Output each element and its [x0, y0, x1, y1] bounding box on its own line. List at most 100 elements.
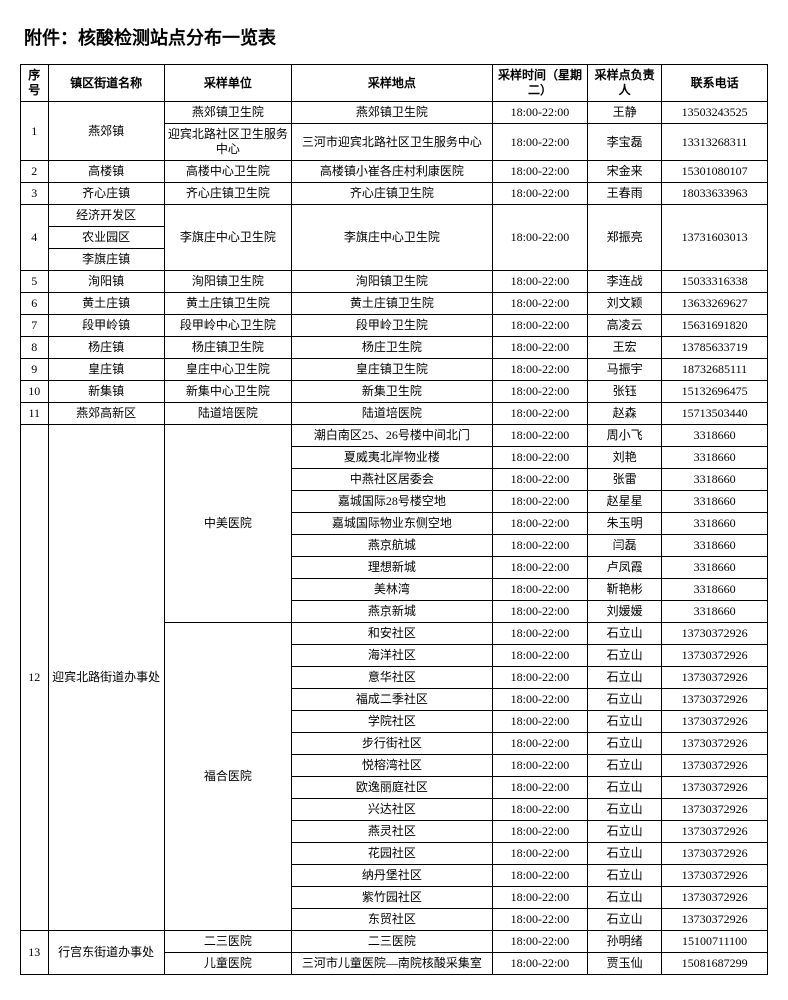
cell-person: 张雷: [588, 469, 662, 491]
cell-seq: 1: [21, 102, 49, 161]
table-row: 3齐心庄镇齐心庄镇卫生院齐心庄镇卫生院18:00-22:00王春雨1803363…: [21, 183, 768, 205]
cell-time: 18:00-22:00: [492, 425, 587, 447]
cell-loc: 李旗庄中心卫生院: [291, 205, 492, 271]
cell-town: 迎宾北路街道办事处: [48, 425, 164, 931]
cell-phone: 13730372926: [662, 667, 768, 689]
cell-unit: 皇庄中心卫生院: [164, 359, 291, 381]
cell-time: 18:00-22:00: [492, 315, 587, 337]
table-row: 12迎宾北路街道办事处中美医院潮白南区25、26号楼中间北门18:00-22:0…: [21, 425, 768, 447]
cell-phone: 3318660: [662, 557, 768, 579]
cell-loc: 新集卫生院: [291, 381, 492, 403]
table-row: 8杨庄镇杨庄镇卫生院杨庄卫生院18:00-22:00王宏13785633719: [21, 337, 768, 359]
cell-town: 杨庄镇: [48, 337, 164, 359]
cell-person: 马振宇: [588, 359, 662, 381]
cell-time: 18:00-22:00: [492, 359, 587, 381]
cell-seq: 6: [21, 293, 49, 315]
table-row: 4经济开发区李旗庄中心卫生院李旗庄中心卫生院18:00-22:00郑振亮1373…: [21, 205, 768, 227]
table-row: 13行宫东街道办事处二三医院二三医院18:00-22:00孙明绪15100711…: [21, 931, 768, 953]
cell-seq: 7: [21, 315, 49, 337]
cell-seq: 10: [21, 381, 49, 403]
cell-loc: 三河市迎宾北路社区卫生服务中心: [291, 124, 492, 161]
col-time: 采样时间（星期二）: [492, 65, 587, 102]
cell-time: 18:00-22:00: [492, 535, 587, 557]
cell-person: 李宝磊: [588, 124, 662, 161]
cell-seq: 4: [21, 205, 49, 271]
cell-phone: 3318660: [662, 491, 768, 513]
cell-person: 石立山: [588, 623, 662, 645]
cell-time: 18:00-22:00: [492, 843, 587, 865]
cell-seq: 3: [21, 183, 49, 205]
cell-person: 闫磊: [588, 535, 662, 557]
cell-loc: 花园社区: [291, 843, 492, 865]
cell-person: 石立山: [588, 733, 662, 755]
cell-phone: 13730372926: [662, 755, 768, 777]
cell-unit: 燕郊镇卫生院: [164, 102, 291, 124]
col-unit: 采样单位: [164, 65, 291, 102]
cell-phone: 15132696475: [662, 381, 768, 403]
cell-loc: 高楼镇小崔各庄村利康医院: [291, 161, 492, 183]
cell-phone: 18732685111: [662, 359, 768, 381]
cell-unit: 迎宾北路社区卫生服务中心: [164, 124, 291, 161]
cell-phone: 13503243525: [662, 102, 768, 124]
cell-seq: 5: [21, 271, 49, 293]
cell-person: 宋金来: [588, 161, 662, 183]
cell-person: 王静: [588, 102, 662, 124]
cell-loc: 杨庄卫生院: [291, 337, 492, 359]
cell-time: 18:00-22:00: [492, 711, 587, 733]
cell-town: 皇庄镇: [48, 359, 164, 381]
cell-unit: 杨庄镇卫生院: [164, 337, 291, 359]
cell-loc: 燕灵社区: [291, 821, 492, 843]
cell-unit: 新集中心卫生院: [164, 381, 291, 403]
cell-town: 农业园区: [48, 227, 164, 249]
cell-town: 燕郊镇: [48, 102, 164, 161]
cell-unit: 高楼中心卫生院: [164, 161, 291, 183]
cell-town: 高楼镇: [48, 161, 164, 183]
cell-time: 18:00-22:00: [492, 557, 587, 579]
cell-town: 段甲岭镇: [48, 315, 164, 337]
cell-phone: 3318660: [662, 535, 768, 557]
table-row: 11燕郊高新区陆道培医院陆道培医院18:00-22:00赵森1571350344…: [21, 403, 768, 425]
cell-loc: 齐心庄镇卫生院: [291, 183, 492, 205]
cell-person: 郑振亮: [588, 205, 662, 271]
col-person: 采样点负责人: [588, 65, 662, 102]
col-loc: 采样地点: [291, 65, 492, 102]
cell-person: 刘艳: [588, 447, 662, 469]
cell-unit: 洵阳镇卫生院: [164, 271, 291, 293]
cell-person: 石立山: [588, 799, 662, 821]
cell-person: 李连战: [588, 271, 662, 293]
cell-time: 18:00-22:00: [492, 491, 587, 513]
cell-town: 新集镇: [48, 381, 164, 403]
cell-phone: 13730372926: [662, 777, 768, 799]
cell-loc: 理想新城: [291, 557, 492, 579]
cell-time: 18:00-22:00: [492, 381, 587, 403]
cell-time: 18:00-22:00: [492, 447, 587, 469]
table-row: 5洵阳镇洵阳镇卫生院洵阳镇卫生院18:00-22:00李连战1503331633…: [21, 271, 768, 293]
cell-person: 高凌云: [588, 315, 662, 337]
cell-phone: 3318660: [662, 513, 768, 535]
cell-time: 18:00-22:00: [492, 755, 587, 777]
cell-person: 石立山: [588, 777, 662, 799]
cell-time: 18:00-22:00: [492, 124, 587, 161]
cell-time: 18:00-22:00: [492, 403, 587, 425]
cell-town: 经济开发区: [48, 205, 164, 227]
col-phone: 联系电话: [662, 65, 768, 102]
cell-seq: 13: [21, 931, 49, 975]
cell-time: 18:00-22:00: [492, 205, 587, 271]
cell-unit: 二三医院: [164, 931, 291, 953]
cell-person: 石立山: [588, 887, 662, 909]
cell-time: 18:00-22:00: [492, 733, 587, 755]
cell-loc: 兴达社区: [291, 799, 492, 821]
cell-time: 18:00-22:00: [492, 777, 587, 799]
cell-unit: 中美医院: [164, 425, 291, 623]
cell-person: 王宏: [588, 337, 662, 359]
cell-time: 18:00-22:00: [492, 161, 587, 183]
cell-phone: 13785633719: [662, 337, 768, 359]
cell-person: 石立山: [588, 865, 662, 887]
cell-seq: 11: [21, 403, 49, 425]
cell-loc: 意华社区: [291, 667, 492, 689]
cell-loc: 东贸社区: [291, 909, 492, 931]
col-town: 镇区街道名称: [48, 65, 164, 102]
cell-phone: 13730372926: [662, 733, 768, 755]
cell-loc: 美林湾: [291, 579, 492, 601]
table-row: 1燕郊镇燕郊镇卫生院燕郊镇卫生院18:00-22:00王静13503243525: [21, 102, 768, 124]
